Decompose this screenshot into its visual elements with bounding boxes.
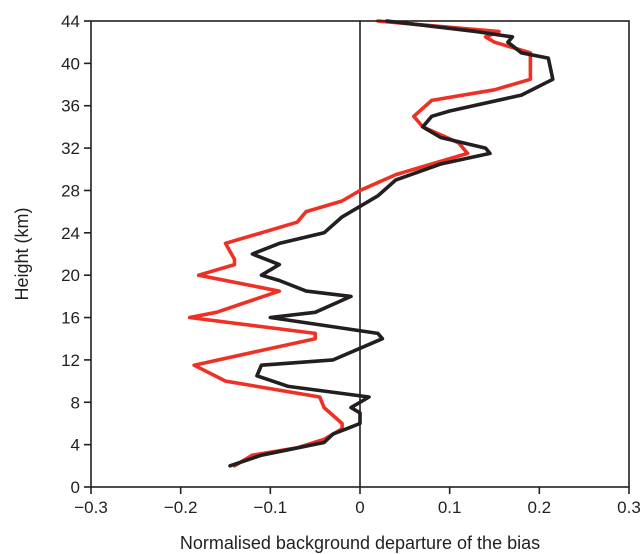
y-tick-label: 16 — [61, 309, 80, 328]
y-tick-label: 8 — [71, 393, 80, 412]
y-tick-label: 44 — [61, 12, 80, 31]
x-tick-label: −0.1 — [254, 498, 288, 517]
y-tick-label: 24 — [61, 224, 80, 243]
y-axis-label: Height (km) — [12, 207, 32, 300]
y-tick-label: 12 — [61, 351, 80, 370]
series-line-2 — [228, 19, 555, 468]
x-axis-ticks: −0.3 −0.2 −0.1 0 0.1 0.2 0.3 — [74, 487, 641, 517]
series-line-1 — [187, 19, 533, 468]
series-layer — [187, 19, 555, 468]
y-tick-label: 20 — [61, 266, 80, 285]
y-tick-label: 32 — [61, 139, 80, 158]
x-tick-label: −0.2 — [164, 498, 198, 517]
y-tick-label: 28 — [61, 181, 80, 200]
y-tick-label: 4 — [71, 436, 80, 455]
x-tick-label: 0.2 — [528, 498, 552, 517]
y-axis-ticks: 0 4 8 12 16 20 24 28 32 36 40 44 — [61, 12, 91, 497]
x-tick-label: 0.3 — [617, 498, 641, 517]
y-tick-label: 36 — [61, 97, 80, 116]
x-axis-label: Normalised background departure of the b… — [180, 533, 540, 553]
x-tick-label: 0.1 — [438, 498, 462, 517]
x-tick-label: 0 — [355, 498, 364, 517]
y-tick-label: 0 — [71, 478, 80, 497]
y-tick-label: 40 — [61, 54, 80, 73]
x-tick-label: −0.3 — [74, 498, 108, 517]
